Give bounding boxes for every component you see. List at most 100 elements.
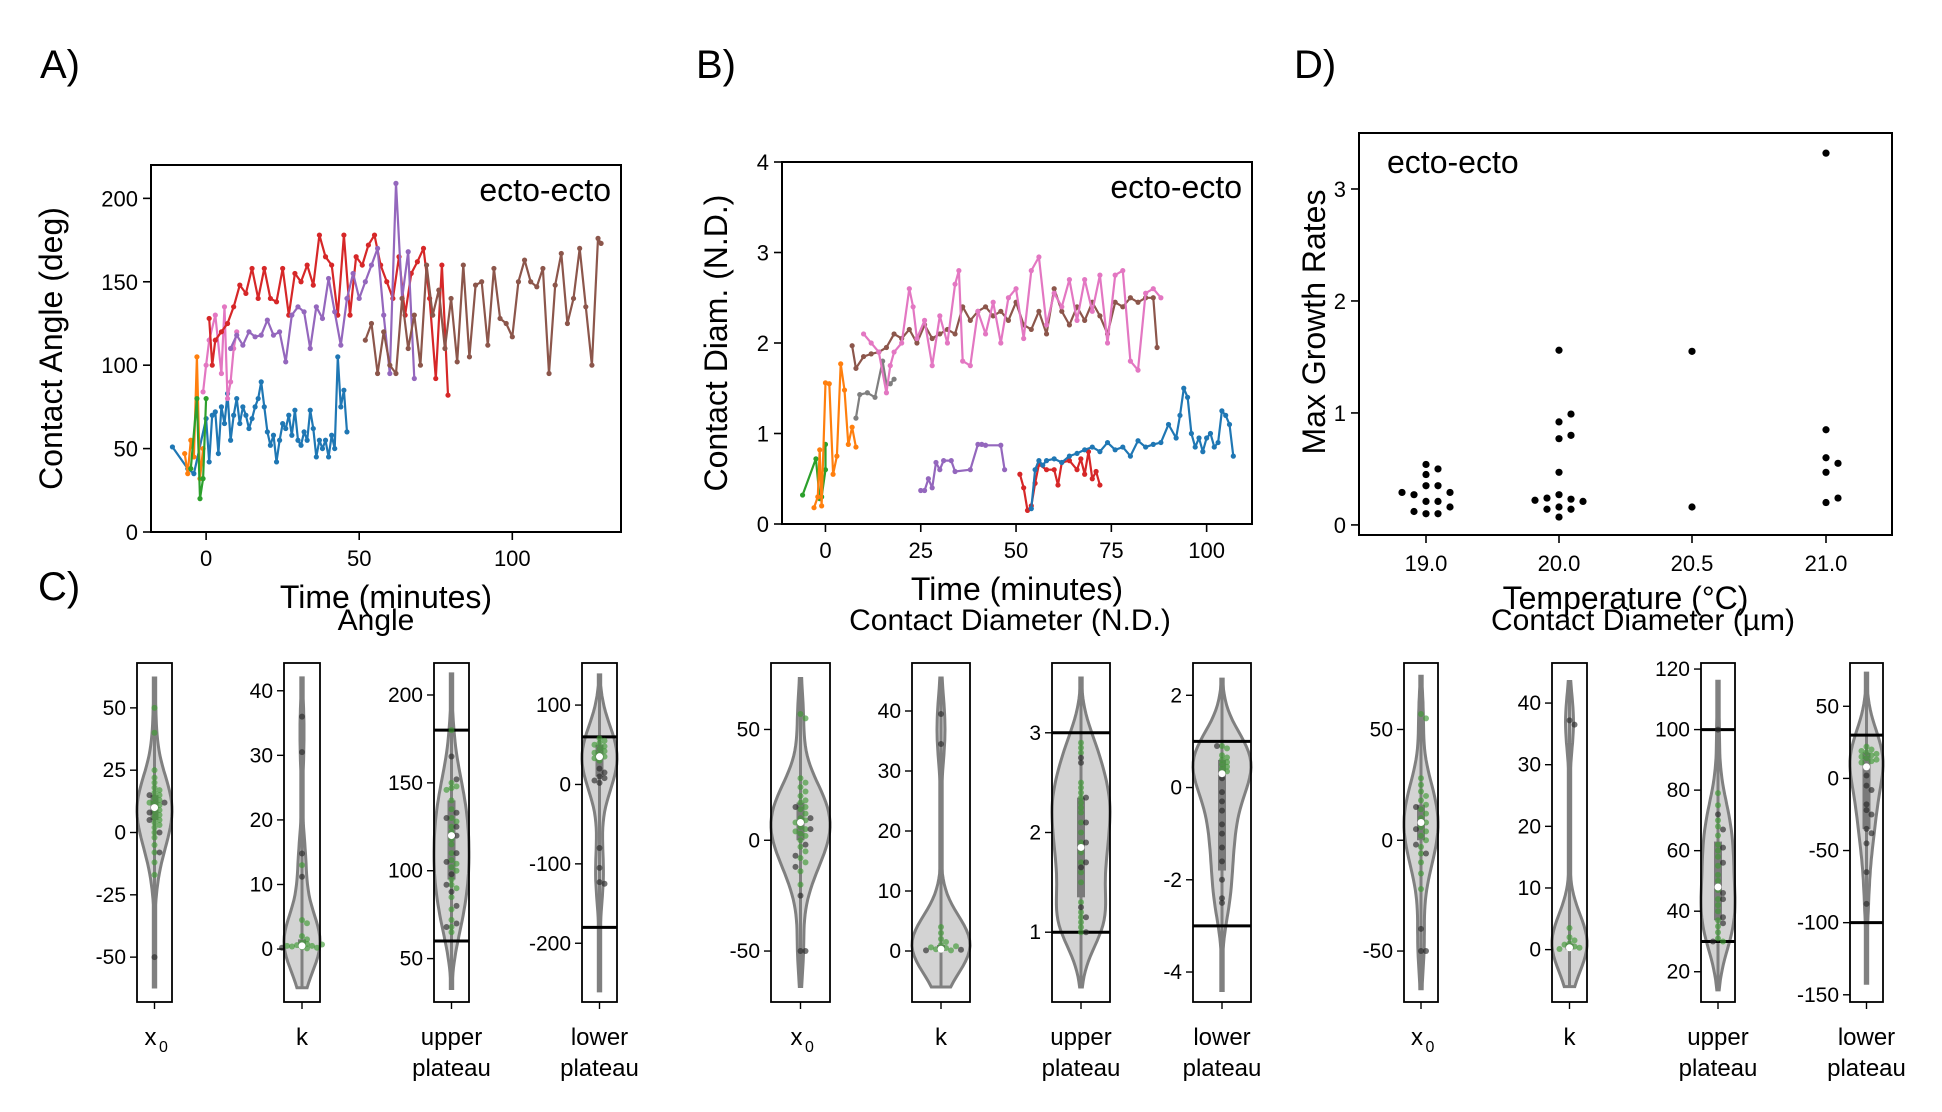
scatter-point (1834, 494, 1842, 502)
green-data-point (151, 841, 158, 848)
data-point (472, 282, 479, 288)
scatter-point (1434, 465, 1442, 473)
data-point (887, 363, 893, 369)
y-tick-label: 120 (1655, 658, 1690, 681)
data-point (1188, 430, 1194, 437)
green-data-point (953, 943, 959, 950)
dark-data-point (1083, 839, 1089, 846)
y-tick-label: -2 (1163, 869, 1182, 892)
data-point (1104, 340, 1111, 346)
y-tick-label: 0 (126, 520, 138, 545)
data-point (298, 442, 304, 448)
data-point (1112, 299, 1118, 305)
green-data-point (304, 940, 310, 947)
data-point (860, 331, 867, 337)
y-tick-label: 0 (889, 940, 901, 963)
scatter-point (1579, 497, 1587, 506)
green-data-point (1418, 850, 1424, 857)
data-point (454, 359, 460, 365)
data-point (952, 468, 958, 475)
data-point (292, 407, 298, 413)
violin-upper-plateau: 1 2 3 upper plateau (1029, 662, 1121, 1082)
green-data-point (1224, 745, 1230, 752)
dark-data-point (1423, 850, 1429, 857)
green-data-point (1715, 823, 1721, 830)
y-tick-label: -200 (529, 932, 571, 955)
data-point (546, 370, 552, 377)
violin-lower-plateau: -4 -2 0 2 lower plateau (1163, 662, 1262, 1082)
data-point (564, 320, 571, 327)
data-point (1158, 439, 1164, 446)
green-data-point (802, 826, 809, 833)
green-data-point (453, 860, 460, 867)
dark-data-point (443, 923, 450, 930)
data-point (332, 309, 338, 315)
data-point (1043, 322, 1050, 328)
data-point (329, 262, 335, 268)
green-data-point (802, 797, 809, 804)
series-orange (811, 361, 859, 511)
violin-k: 0 10 20 30 40 k (1518, 662, 1589, 1051)
data-point (295, 304, 301, 310)
data-point (479, 279, 485, 285)
data-point (1040, 462, 1046, 468)
dark-data-point (958, 946, 964, 953)
data-point (509, 334, 515, 340)
series-blue (169, 354, 350, 477)
data-point (273, 299, 280, 305)
violin-label-line2: plateau (1183, 1055, 1262, 1082)
violin-label-line2: plateau (1042, 1055, 1121, 1082)
data-point (540, 265, 546, 272)
data-point (1097, 449, 1103, 455)
data-point (967, 363, 973, 369)
dark-data-point (596, 765, 603, 772)
data-point (558, 250, 564, 257)
data-point (304, 262, 310, 268)
scatter-point (1822, 454, 1830, 462)
green-data-point (1715, 877, 1721, 884)
green-data-point (802, 804, 809, 811)
data-point (200, 389, 206, 395)
scatter-point (1822, 149, 1830, 157)
data-point (212, 409, 218, 415)
data-point (423, 262, 430, 268)
dark-data-point (1418, 948, 1424, 955)
green-data-point (151, 849, 158, 856)
y-tick-label: -50 (1363, 940, 1393, 963)
data-point (819, 503, 825, 509)
dark-data-point (1566, 717, 1573, 724)
dark-data-point (453, 920, 460, 927)
data-point (1097, 313, 1103, 319)
green-data-point (797, 775, 804, 782)
data-point (448, 295, 454, 302)
violin-label: x (145, 1024, 157, 1051)
dark-data-point (792, 804, 799, 811)
y-tick-label: -100 (1797, 912, 1839, 935)
green-data-point (448, 823, 455, 830)
green-data-point (146, 799, 153, 806)
violin-label-subscript: 0 (1426, 1039, 1435, 1056)
data-point (1051, 467, 1057, 473)
y-tick-label: -50 (730, 940, 760, 963)
data-point (967, 317, 973, 323)
y-tick-label: 10 (878, 880, 901, 903)
data-point (374, 370, 381, 377)
y-tick-label: 30 (250, 744, 273, 767)
y-tick-label: -150 (1797, 984, 1839, 1007)
data-point (310, 425, 316, 432)
dark-data-point (448, 888, 455, 895)
data-point (948, 458, 954, 464)
data-point (1005, 295, 1012, 301)
median-marker (1714, 883, 1722, 891)
data-point (1120, 268, 1126, 274)
violin-label: k (935, 1024, 948, 1051)
y-tick-label: 50 (737, 718, 760, 741)
series-blue (1028, 385, 1236, 512)
data-point (307, 345, 313, 352)
green-data-point (448, 876, 455, 883)
x-axis-title: Temperature (°C) (1503, 580, 1749, 616)
green-data-point (151, 871, 158, 878)
x-tick-label: 20.0 (1538, 551, 1581, 576)
